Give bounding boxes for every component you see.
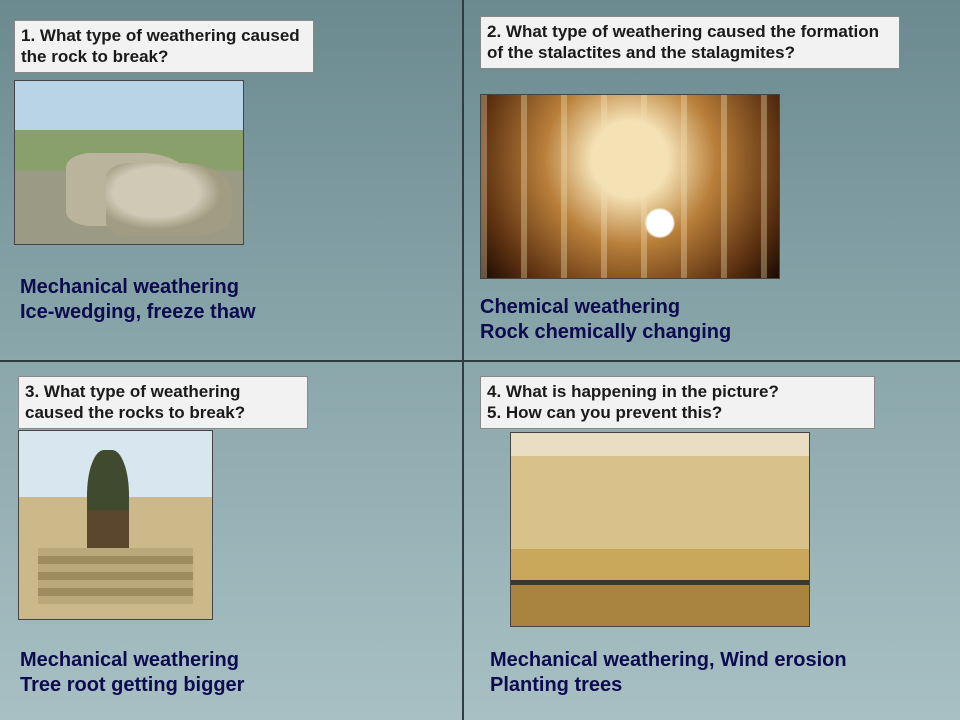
question-box-2: 2. What type of weathering caused the fo… [480, 16, 900, 69]
question-3-text: 3. What type of weathering caused the ro… [25, 382, 245, 422]
answer-4-line1: Mechanical weathering, Wind erosion [490, 649, 847, 671]
answer-4: Mechanical weathering, Wind erosion Plan… [490, 648, 847, 698]
question-1-text: 1. What type of weathering caused the ro… [21, 26, 300, 66]
question-2-text: 2. What type of weathering caused the fo… [487, 22, 879, 62]
answer-1-line2: Ice-wedging, freeze thaw [20, 301, 256, 323]
answer-1: Mechanical weathering Ice-wedging, freez… [20, 275, 256, 325]
answer-2-line1: Chemical weathering [480, 296, 680, 318]
image-2 [480, 94, 780, 279]
answer-3-line2: Tree root getting bigger [20, 674, 244, 696]
image-1 [14, 80, 244, 245]
vertical-divider [462, 0, 464, 720]
horizontal-divider [0, 360, 960, 362]
answer-3: Mechanical weathering Tree root getting … [20, 648, 244, 698]
image-3 [18, 430, 213, 620]
question-4-line1: 4. What is happening in the picture? [487, 382, 779, 401]
answer-3-line1: Mechanical weathering [20, 649, 239, 671]
question-4-line2: 5. How can you prevent this? [487, 403, 722, 422]
answer-2-line2: Rock chemically changing [480, 321, 731, 343]
question-box-3: 3. What type of weathering caused the ro… [18, 376, 308, 429]
slide: 1. What type of weathering caused the ro… [0, 0, 960, 720]
answer-4-line2: Planting trees [490, 674, 622, 696]
question-box-4: 4. What is happening in the picture? 5. … [480, 376, 875, 429]
question-box-1: 1. What type of weathering caused the ro… [14, 20, 314, 73]
answer-2: Chemical weathering Rock chemically chan… [480, 295, 731, 345]
answer-1-line1: Mechanical weathering [20, 276, 239, 298]
image-4 [510, 432, 810, 627]
